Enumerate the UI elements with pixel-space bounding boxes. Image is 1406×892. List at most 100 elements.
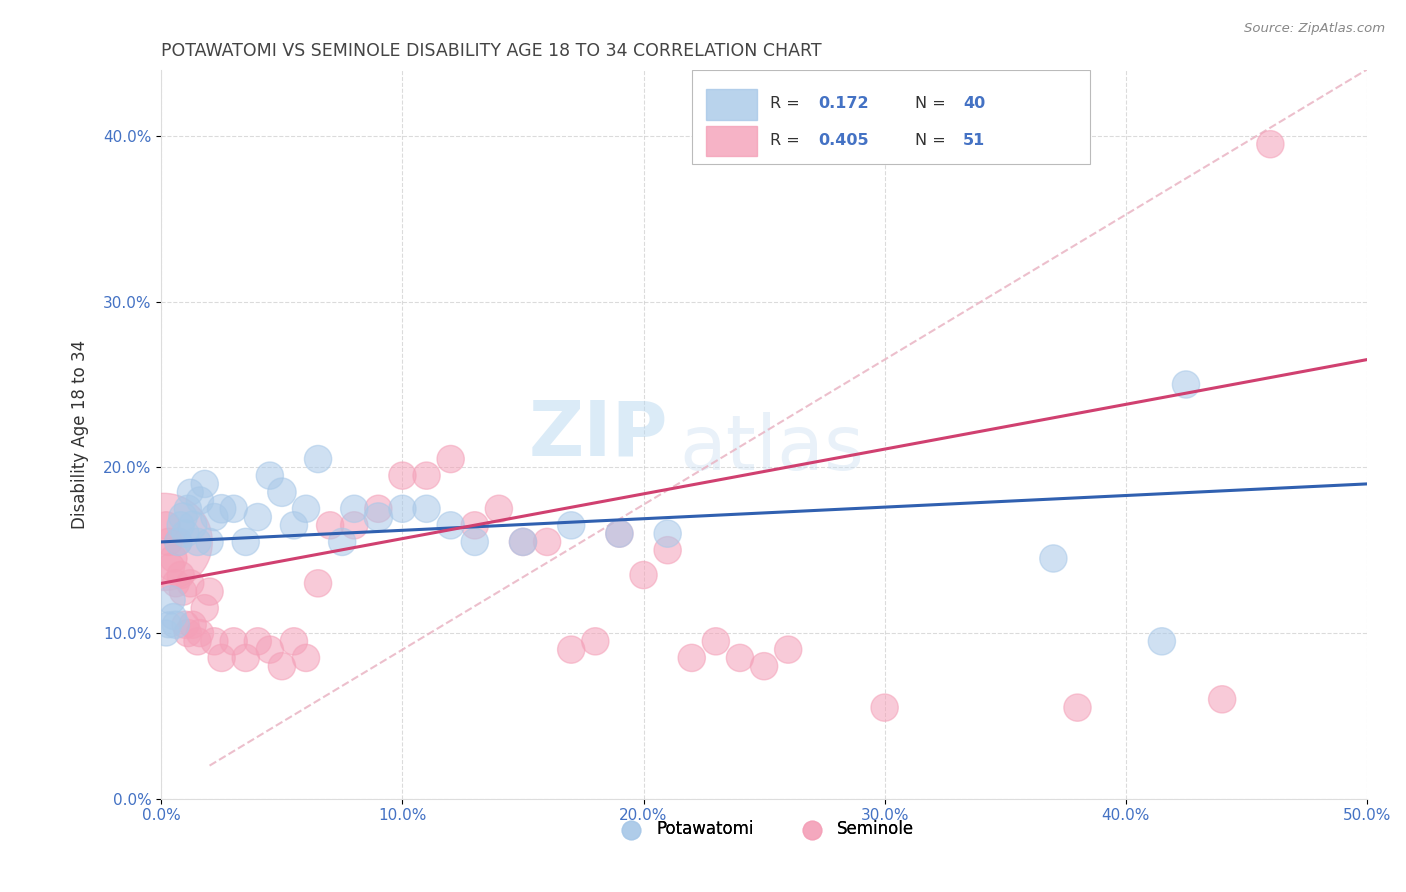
Point <box>194 477 217 491</box>
Point <box>1042 551 1064 566</box>
Point <box>1211 692 1233 706</box>
Point <box>330 535 353 549</box>
Point <box>536 535 558 549</box>
Point <box>283 518 305 533</box>
Point <box>259 642 281 657</box>
Point <box>188 626 211 640</box>
Text: N =: N = <box>915 96 945 112</box>
Point <box>440 518 463 533</box>
Point <box>167 535 190 549</box>
Point <box>270 659 292 673</box>
Point <box>169 518 191 533</box>
Point <box>177 626 200 640</box>
Point <box>235 651 257 665</box>
Point <box>235 535 257 549</box>
Point <box>343 518 366 533</box>
Point <box>172 510 194 524</box>
Point <box>560 518 582 533</box>
Point <box>246 510 269 524</box>
Point <box>512 535 534 549</box>
Text: POTAWATOMI VS SEMINOLE DISABILITY AGE 18 TO 34 CORRELATION CHART: POTAWATOMI VS SEMINOLE DISABILITY AGE 18… <box>162 42 823 60</box>
Point <box>155 518 177 533</box>
Point <box>162 551 184 566</box>
Point <box>657 543 679 558</box>
Point <box>728 651 751 665</box>
Point <box>188 493 211 508</box>
Point <box>752 659 775 673</box>
Point <box>295 501 318 516</box>
Point <box>172 584 194 599</box>
Text: 0.405: 0.405 <box>818 133 869 148</box>
Text: ZIP: ZIP <box>529 397 668 471</box>
Point <box>167 535 190 549</box>
Bar <box>706 126 756 156</box>
Point <box>778 642 800 657</box>
Point <box>295 651 318 665</box>
Point <box>211 651 233 665</box>
Point <box>194 601 217 615</box>
Point <box>391 468 413 483</box>
Point <box>259 468 281 483</box>
Point <box>1150 634 1173 648</box>
Point <box>162 609 184 624</box>
Point <box>160 559 183 574</box>
Y-axis label: Disability Age 18 to 34: Disability Age 18 to 34 <box>72 340 89 529</box>
Point <box>319 518 342 533</box>
Point <box>343 501 366 516</box>
Text: atlas: atlas <box>679 412 865 486</box>
Point <box>1260 137 1282 152</box>
Point <box>186 535 208 549</box>
Point <box>657 526 679 541</box>
Point <box>367 510 389 524</box>
Point <box>157 617 180 632</box>
Point <box>179 576 201 591</box>
Text: R =: R = <box>770 133 806 148</box>
Point <box>181 518 204 533</box>
Point <box>169 568 191 582</box>
Text: 0.172: 0.172 <box>818 96 869 112</box>
Point <box>633 568 655 582</box>
Point <box>391 501 413 516</box>
Point <box>155 626 177 640</box>
Point <box>222 634 245 648</box>
Point <box>211 501 233 516</box>
Point <box>464 518 486 533</box>
Point <box>198 584 221 599</box>
Text: 51: 51 <box>963 133 986 148</box>
Point <box>307 576 329 591</box>
Point <box>367 501 389 516</box>
Bar <box>706 89 756 120</box>
Text: N =: N = <box>915 133 945 148</box>
Point <box>181 617 204 632</box>
Point <box>179 485 201 500</box>
Text: Source: ZipAtlas.com: Source: ZipAtlas.com <box>1244 22 1385 36</box>
Point <box>1066 700 1088 714</box>
Point <box>283 634 305 648</box>
Text: R =: R = <box>770 96 806 112</box>
Point <box>704 634 727 648</box>
Point <box>681 651 703 665</box>
Point <box>246 634 269 648</box>
FancyBboxPatch shape <box>692 70 1090 164</box>
Point <box>165 617 187 632</box>
Point <box>202 634 225 648</box>
Point <box>1175 377 1198 392</box>
Point <box>152 535 174 549</box>
Point <box>202 510 225 524</box>
Text: 40: 40 <box>963 96 986 112</box>
Point <box>157 535 180 549</box>
Point <box>415 501 437 516</box>
Point <box>198 535 221 549</box>
Point <box>177 501 200 516</box>
Point <box>160 593 183 607</box>
Point <box>464 535 486 549</box>
Point <box>560 642 582 657</box>
Point <box>488 501 510 516</box>
Point <box>583 634 606 648</box>
Point <box>174 617 197 632</box>
Point <box>440 452 463 467</box>
Point <box>873 700 896 714</box>
Point <box>307 452 329 467</box>
Point <box>174 526 197 541</box>
Point <box>186 634 208 648</box>
